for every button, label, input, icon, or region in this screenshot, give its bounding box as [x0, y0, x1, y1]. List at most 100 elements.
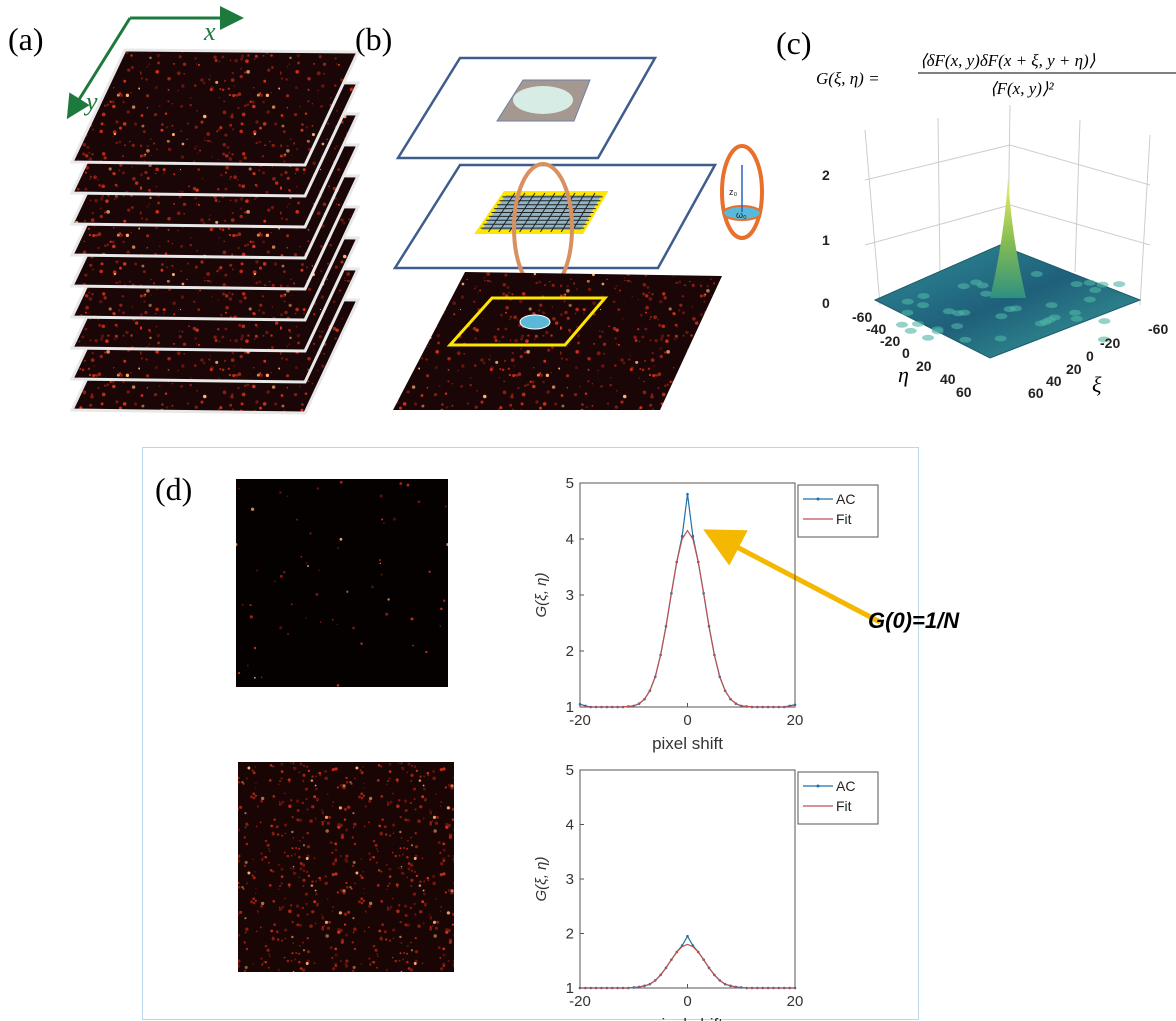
psf	[513, 86, 573, 114]
surface-bump	[931, 326, 944, 333]
surface-bump	[952, 310, 965, 317]
eta-tick-label: -60	[852, 309, 872, 325]
y-axis-label: G(ξ, η)	[533, 572, 550, 617]
plot-frame	[579, 769, 796, 989]
legend-box	[797, 484, 879, 538]
eta-tick-label: 20	[916, 358, 932, 374]
axis-label: y	[83, 87, 98, 116]
image-plane	[393, 272, 722, 410]
surface-bump	[1089, 287, 1102, 294]
image	[236, 479, 448, 687]
point	[686, 492, 689, 496]
xi-tick-label: 40	[1046, 373, 1062, 389]
grid-line-3d	[864, 129, 881, 306]
eta-tick-label: 60	[956, 384, 972, 400]
grid-line	[571, 192, 596, 233]
series-line	[580, 943, 795, 989]
surface-bump	[911, 320, 924, 327]
y-tick-label: 4	[566, 531, 574, 548]
y-arrow	[66, 17, 132, 120]
x-axis-label: pixel shift	[652, 1015, 723, 1021]
x-tick-label: 0	[683, 993, 691, 1010]
grid-line-3d	[937, 117, 941, 276]
y-axis-label: G(ξ, η)	[533, 856, 550, 901]
legend-label: AC	[836, 778, 855, 794]
grid-line-3d	[864, 204, 1011, 246]
surface-bump	[1003, 306, 1016, 313]
surface-bump	[1039, 318, 1052, 325]
surface-bump	[994, 335, 1007, 342]
xi-tick-label: 60	[1028, 385, 1044, 401]
legend-marker	[816, 497, 820, 501]
surface-bump	[957, 283, 970, 290]
series-line	[579, 494, 796, 708]
surface-bump	[901, 309, 914, 316]
eta-tick-label: 40	[940, 371, 956, 387]
legend-label: Fit	[836, 511, 852, 527]
surface-bump	[1030, 270, 1043, 277]
legend-label: Fit	[836, 798, 852, 814]
surface-bump	[1045, 302, 1058, 309]
surface-bump	[1083, 296, 1096, 303]
image	[238, 762, 454, 972]
x-tick-label: 20	[787, 712, 804, 729]
surface-bump	[970, 279, 983, 286]
formula-lhs: G(ξ, η) =	[816, 69, 880, 88]
y-tick-label: 4	[566, 817, 574, 834]
surface-bump	[895, 321, 908, 328]
eta-tick-label: -40	[866, 321, 886, 337]
surface-bump	[995, 313, 1008, 320]
surface-bump	[922, 334, 935, 341]
grid-line-3d	[1009, 144, 1151, 186]
series-line	[580, 529, 795, 708]
surface-bump	[1098, 318, 1111, 325]
peak	[990, 178, 1026, 298]
xi-tick-label: -60	[1148, 321, 1168, 337]
legend-box	[797, 771, 879, 825]
surface-bump	[1096, 281, 1109, 288]
formula-denominator: ⟨F(x, y)⟩²	[990, 79, 1055, 98]
surface-bump	[901, 298, 914, 305]
eta-tick-label: -20	[880, 333, 900, 349]
xi-label: ξ	[1092, 372, 1102, 397]
point	[691, 534, 695, 538]
surface-bump	[917, 302, 930, 309]
panel-label: (c)	[776, 25, 812, 61]
w0-label: ω₀	[736, 210, 747, 220]
y-tick-label: 2	[566, 926, 574, 943]
y-tick-label: 3	[566, 587, 574, 604]
surface-bump	[980, 290, 993, 297]
x-tick-label: -20	[569, 993, 591, 1010]
axis-label: x	[203, 17, 216, 46]
point	[793, 703, 797, 707]
point	[686, 934, 689, 938]
panel-label: (b)	[355, 21, 392, 57]
grid-line-3d	[1074, 119, 1081, 273]
point	[680, 534, 684, 538]
surface-bump	[1048, 314, 1061, 321]
surface-bump	[1097, 336, 1110, 343]
x-tick-label: -20	[569, 712, 591, 729]
z0-label: z₀	[729, 187, 738, 197]
surface-bump	[1070, 281, 1083, 288]
x-tick-label: 20	[787, 993, 804, 1010]
eta-label: η	[898, 362, 909, 387]
panel-frame	[142, 447, 919, 1020]
panel-label: (a)	[8, 21, 44, 57]
surface-bump	[1083, 279, 1096, 286]
x-axis-label: pixel shift	[652, 734, 723, 753]
annotation-arrow	[703, 529, 882, 625]
surface-bump	[1070, 315, 1083, 322]
z-tick-label: 0	[822, 295, 830, 311]
xi-tick-label: -20	[1100, 335, 1120, 351]
surface-bump	[1113, 281, 1126, 288]
psf-ellipsoid	[720, 144, 764, 240]
psf	[519, 314, 551, 330]
y-tick-label: 1	[566, 980, 574, 997]
image-stack	[69, 48, 361, 415]
grid-line-3d	[864, 144, 1011, 181]
formula-numerator: ⟨δF(x, y)δF(x + ξ, y + η)⟩	[920, 51, 1096, 70]
surface-bump	[951, 323, 964, 330]
